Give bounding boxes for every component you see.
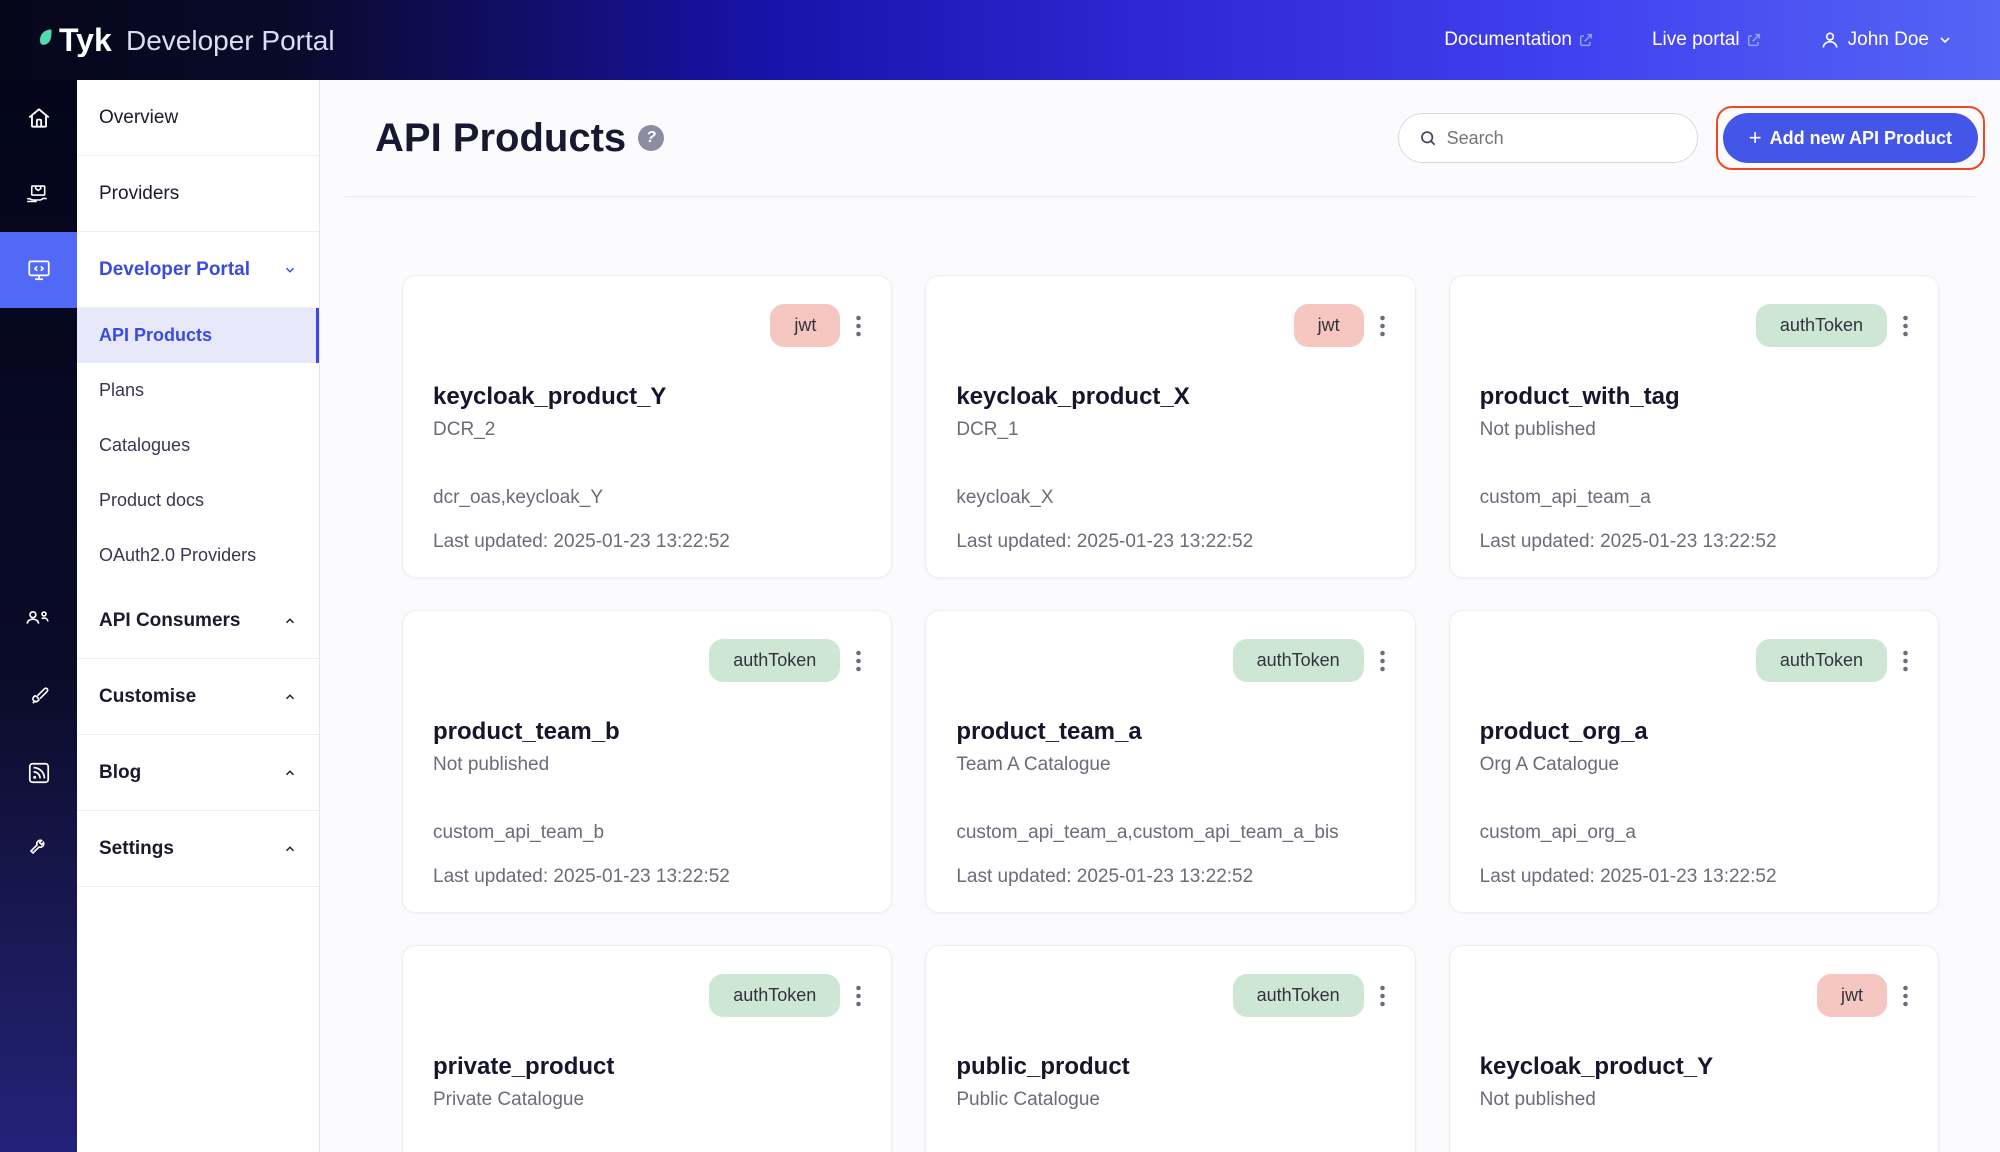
svg-text:Developer Portal: Developer Portal [126,25,335,56]
svg-text:Tyk: Tyk [59,23,112,57]
